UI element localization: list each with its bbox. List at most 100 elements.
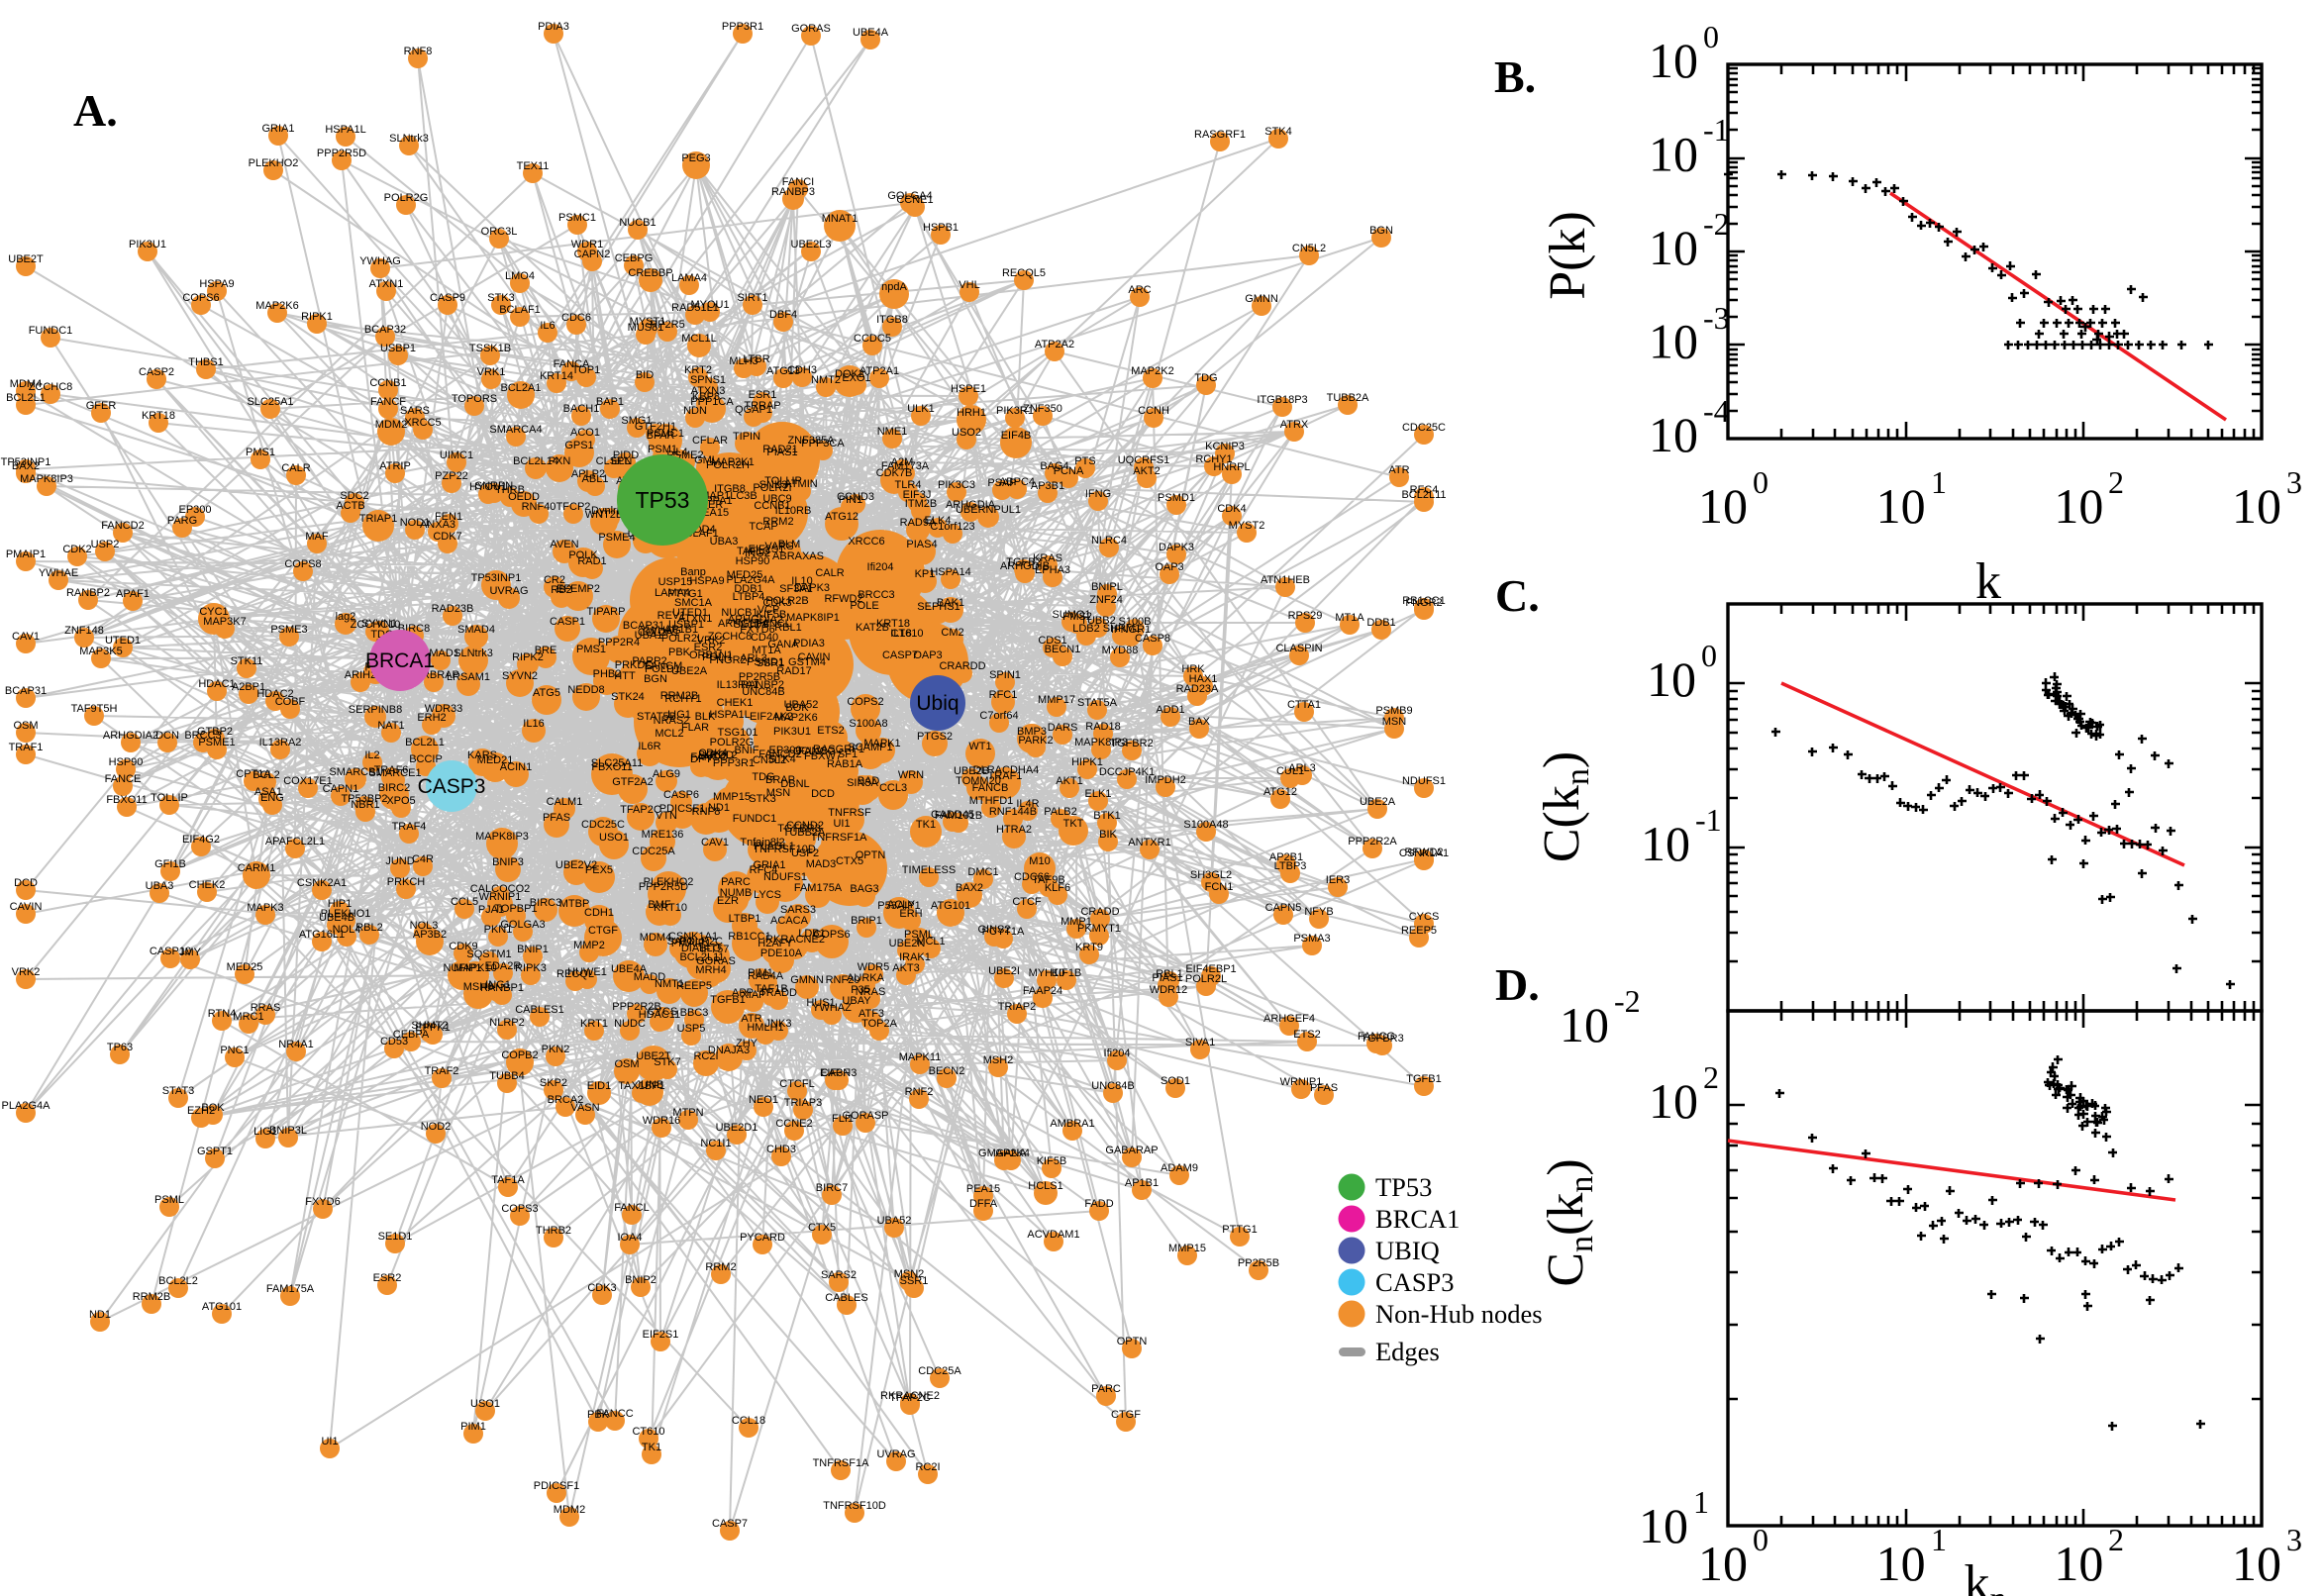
svg-text:TGFB2: TGFB2 xyxy=(1006,556,1041,568)
svg-text:POLR2C: POLR2C xyxy=(679,936,723,948)
svg-text:GOLGA4: GOLGA4 xyxy=(887,190,932,202)
svg-text:SMAD4: SMAD4 xyxy=(457,624,495,636)
svg-text:ATXN3: ATXN3 xyxy=(691,385,726,397)
svg-text:ESR1: ESR1 xyxy=(749,389,777,401)
svg-text:SSR1: SSR1 xyxy=(757,657,785,669)
svg-text:STAT3: STAT3 xyxy=(162,1085,195,1097)
svg-text:CASP3: CASP3 xyxy=(1375,1267,1455,1297)
svg-text:TUBB4: TUBB4 xyxy=(489,1070,524,1082)
svg-text:FNGR2: FNGR2 xyxy=(709,654,746,666)
svg-text:CSNK1A1: CSNK1A1 xyxy=(1399,848,1449,859)
svg-text:NRAS2: NRAS2 xyxy=(654,715,690,727)
svg-text:PSML: PSML xyxy=(904,929,934,941)
svg-text:BNIPL: BNIPL xyxy=(1091,581,1123,593)
svg-text:CCL3: CCL3 xyxy=(879,782,907,794)
svg-text:AKT3: AKT3 xyxy=(892,962,920,974)
svg-text:Ubiq: Ubiq xyxy=(916,692,959,715)
svg-text:UVRAG: UVRAG xyxy=(489,585,528,597)
svg-text:CASP7: CASP7 xyxy=(712,1518,748,1530)
svg-text:PKN1: PKN1 xyxy=(484,924,513,936)
svg-text:BAD: BAD xyxy=(858,775,880,787)
svg-text:BRCA2: BRCA2 xyxy=(548,1094,584,1106)
svg-text:RRM2: RRM2 xyxy=(762,516,793,528)
svg-text:PIN1: PIN1 xyxy=(839,494,862,506)
svg-text:RASGRF1: RASGRF1 xyxy=(813,744,864,755)
svg-text:SLC25A1: SLC25A1 xyxy=(247,396,293,408)
svg-text:BAG4: BAG4 xyxy=(1040,460,1068,472)
svg-text:PARG: PARG xyxy=(167,515,197,527)
svg-text:HSP90: HSP90 xyxy=(109,756,144,768)
svg-text:PIAS1: PIAS1 xyxy=(766,447,797,458)
svg-text:CCNE2: CCNE2 xyxy=(775,1118,812,1130)
svg-text:IMPDH2: IMPDH2 xyxy=(1145,774,1186,786)
svg-text:CABLES1: CABLES1 xyxy=(515,1004,564,1016)
svg-text:LIG1: LIG1 xyxy=(253,1126,277,1138)
svg-text:0: 0 xyxy=(1703,19,1719,54)
svg-text:GTF2A2: GTF2A2 xyxy=(612,776,654,788)
svg-text:KLF6: KLF6 xyxy=(1045,882,1070,894)
svg-text:CN5L2: CN5L2 xyxy=(753,754,786,766)
svg-text:RAD21: RAD21 xyxy=(762,444,797,455)
svg-text:BNIP3L: BNIP3L xyxy=(269,1125,307,1137)
svg-text:SARS3: SARS3 xyxy=(780,904,816,916)
svg-text:IL4R: IL4R xyxy=(1016,798,1039,810)
svg-text:CHEK1: CHEK1 xyxy=(717,697,754,709)
svg-text:ITGB8: ITGB8 xyxy=(876,314,908,326)
svg-text:UBE4B: UBE4B xyxy=(319,912,354,924)
svg-text:NOL4: NOL4 xyxy=(333,924,361,936)
svg-text:ITGB8: ITGB8 xyxy=(714,483,746,495)
svg-text:2: 2 xyxy=(1703,1059,1719,1095)
svg-text:SMARCE1: SMARCE1 xyxy=(368,767,421,779)
svg-text:DBNL: DBNL xyxy=(780,778,809,790)
svg-text:ELL: ELL xyxy=(611,455,631,467)
svg-text:lag2: lag2 xyxy=(336,611,356,623)
svg-text:HSPA1L: HSPA1L xyxy=(325,124,365,136)
svg-text:PPP3CA: PPP3CA xyxy=(801,438,845,449)
svg-text:NRAS: NRAS xyxy=(856,986,886,998)
svg-text:ATR: ATR xyxy=(1388,464,1409,476)
svg-text:PMS2: PMS2 xyxy=(1062,611,1092,623)
svg-text:PMS1: PMS1 xyxy=(576,644,606,655)
svg-text:ACO1: ACO1 xyxy=(570,427,600,439)
svg-text:HRK: HRK xyxy=(1181,663,1205,675)
svg-text:PBK: PBK xyxy=(587,1409,610,1421)
svg-text:XRCC5: XRCC5 xyxy=(404,417,441,429)
svg-text:TFAP2C: TFAP2C xyxy=(889,1392,931,1404)
svg-text:B.: B. xyxy=(1494,51,1536,102)
svg-text:PIK3C3: PIK3C3 xyxy=(938,479,975,491)
svg-text:FANCC: FANCC xyxy=(690,751,727,763)
svg-text:FANCG: FANCG xyxy=(798,746,836,757)
svg-text:CDK4: CDK4 xyxy=(1217,503,1246,515)
svg-text:HIP1: HIP1 xyxy=(328,898,352,910)
svg-text:UIMC1: UIMC1 xyxy=(440,449,473,461)
svg-text:UBA52: UBA52 xyxy=(877,1215,912,1227)
svg-text:10: 10 xyxy=(1647,651,1696,707)
svg-text:UBE2N: UBE2N xyxy=(889,938,926,949)
svg-text:YWHAE: YWHAE xyxy=(39,567,78,579)
svg-text:UBE2T: UBE2T xyxy=(8,253,44,265)
svg-text:AVEN: AVEN xyxy=(550,539,578,550)
svg-text:PPP2R4: PPP2R4 xyxy=(598,637,640,648)
svg-text:CASP1: CASP1 xyxy=(550,616,585,628)
svg-text:ELK1: ELK1 xyxy=(1085,788,1112,800)
svg-text:COBF: COBF xyxy=(275,696,306,708)
svg-text:TGFBR3: TGFBR3 xyxy=(1361,1033,1403,1045)
svg-text:TEX11: TEX11 xyxy=(517,160,550,172)
svg-text:ANXA3: ANXA3 xyxy=(420,519,455,531)
svg-text:IL18: IL18 xyxy=(890,628,911,640)
svg-text:USP2: USP2 xyxy=(91,539,120,550)
svg-text:IRAK1: IRAK1 xyxy=(899,951,931,963)
svg-text:MMP2: MMP2 xyxy=(573,940,605,951)
svg-text:ATG101: ATG101 xyxy=(931,900,970,912)
svg-text:10: 10 xyxy=(1649,407,1698,462)
svg-text:TIPARP: TIPARP xyxy=(587,606,626,618)
svg-text:ADAM9: ADAM9 xyxy=(1161,1162,1198,1174)
svg-text:MCL1L: MCL1L xyxy=(681,333,716,345)
svg-text:C4R: C4R xyxy=(412,853,434,865)
svg-text:UBE2L3: UBE2L3 xyxy=(791,239,832,250)
svg-text:PDICSF1: PDICSF1 xyxy=(534,1480,579,1492)
svg-text:BRCC3: BRCC3 xyxy=(858,589,894,601)
svg-text:TFAP2C: TFAP2C xyxy=(620,804,661,816)
svg-text:CEBPG: CEBPG xyxy=(615,252,654,264)
svg-text:FLI1: FLI1 xyxy=(832,1113,854,1125)
